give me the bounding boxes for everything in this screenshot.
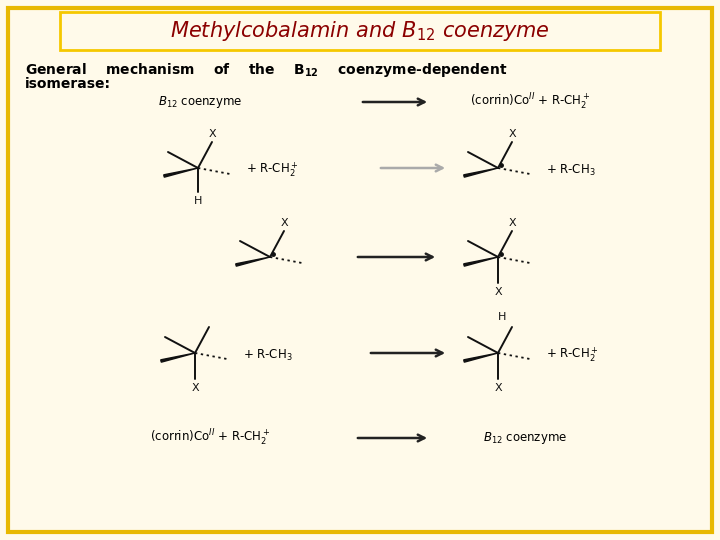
Text: General    mechanism    of    the    $\mathbf{B_{12}}$    coenzyme-dependent: General mechanism of the $\mathbf{B_{12}… — [25, 61, 508, 79]
Text: $B_{12}$ coenzyme: $B_{12}$ coenzyme — [483, 430, 567, 446]
Text: X: X — [508, 129, 516, 139]
Polygon shape — [161, 353, 195, 362]
Bar — [60, 12, 660, 50]
Text: X: X — [208, 129, 216, 139]
Text: $+$ R-CH$_2^+$: $+$ R-CH$_2^+$ — [546, 346, 599, 365]
Text: $B_{12}$ coenzyme: $B_{12}$ coenzyme — [158, 94, 242, 110]
Text: $+$ R-CH$_3$: $+$ R-CH$_3$ — [243, 347, 292, 362]
Text: $+$ R-CH$_2^+$: $+$ R-CH$_2^+$ — [246, 160, 299, 179]
Text: $\it{Methylcobalamin\ and\ }$$\it{B}$$_{12}$$\it{\ coenzyme}$: $\it{Methylcobalamin\ and\ }$$\it{B}$$_{… — [170, 19, 550, 43]
Polygon shape — [163, 168, 198, 177]
Text: X: X — [192, 383, 199, 393]
Text: X: X — [494, 287, 502, 297]
Text: X: X — [494, 383, 502, 393]
Text: $+$ R-CH$_3$: $+$ R-CH$_3$ — [546, 163, 595, 178]
Polygon shape — [464, 257, 498, 266]
Text: H: H — [194, 196, 202, 206]
Polygon shape — [464, 353, 498, 362]
Polygon shape — [464, 168, 498, 177]
Text: X: X — [508, 218, 516, 228]
Text: (corrin)Co$^{II}$ + R-CH$_2^+$: (corrin)Co$^{II}$ + R-CH$_2^+$ — [150, 428, 270, 448]
Text: (corrin)Co$^{II}$ + R-CH$_2^+$: (corrin)Co$^{II}$ + R-CH$_2^+$ — [470, 92, 590, 112]
Text: X: X — [280, 218, 288, 228]
Polygon shape — [235, 257, 270, 266]
Text: H: H — [498, 312, 506, 322]
Text: isomerase:: isomerase: — [25, 77, 111, 91]
